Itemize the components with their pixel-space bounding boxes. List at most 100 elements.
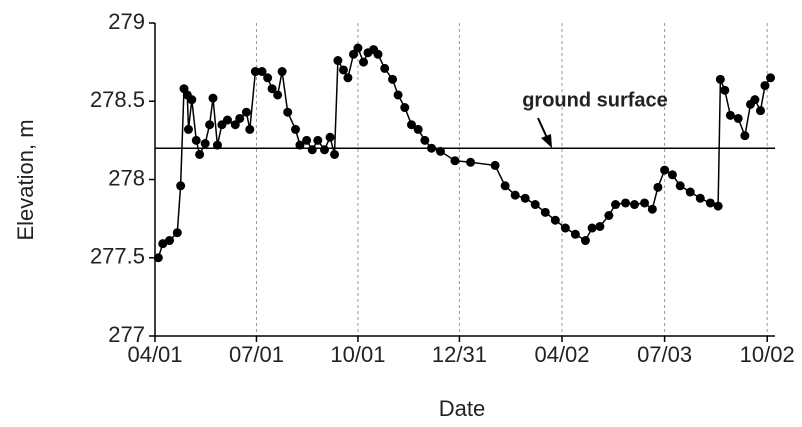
y-tick-label: 278.5 bbox=[90, 87, 145, 112]
marker bbox=[302, 135, 312, 145]
marker bbox=[435, 146, 445, 156]
marker bbox=[330, 149, 340, 159]
marker bbox=[550, 215, 560, 225]
marker bbox=[222, 115, 232, 125]
marker bbox=[667, 170, 677, 180]
annotation-arrowhead bbox=[541, 134, 552, 148]
marker bbox=[205, 120, 215, 130]
marker bbox=[235, 113, 245, 123]
marker bbox=[705, 198, 715, 208]
marker bbox=[183, 124, 193, 134]
marker bbox=[740, 131, 750, 141]
marker bbox=[500, 181, 510, 191]
marker bbox=[406, 120, 416, 130]
marker bbox=[413, 124, 423, 134]
marker bbox=[520, 193, 530, 203]
marker bbox=[241, 107, 251, 117]
marker bbox=[580, 236, 590, 246]
marker bbox=[273, 90, 283, 100]
marker bbox=[212, 140, 222, 150]
marker bbox=[725, 110, 735, 120]
marker bbox=[267, 84, 277, 94]
marker bbox=[291, 124, 301, 134]
marker bbox=[647, 204, 657, 214]
marker bbox=[333, 56, 343, 66]
marker bbox=[530, 200, 540, 210]
x-tick-label: 10/01 bbox=[330, 342, 385, 367]
marker bbox=[283, 107, 293, 117]
marker bbox=[172, 228, 182, 238]
marker bbox=[640, 198, 650, 208]
marker bbox=[427, 143, 437, 153]
marker bbox=[466, 157, 476, 167]
marker bbox=[325, 132, 335, 142]
marker bbox=[380, 63, 390, 73]
marker bbox=[263, 73, 273, 83]
y-tick-label: 278 bbox=[108, 165, 145, 190]
marker bbox=[756, 106, 766, 116]
y-tick-label: 277 bbox=[108, 322, 145, 347]
marker bbox=[629, 200, 639, 210]
marker bbox=[257, 67, 267, 77]
marker bbox=[420, 135, 430, 145]
marker bbox=[400, 103, 410, 113]
marker bbox=[560, 223, 570, 233]
annotation: ground surface bbox=[522, 89, 668, 111]
marker bbox=[570, 229, 580, 239]
marker bbox=[653, 182, 663, 192]
marker bbox=[388, 74, 398, 84]
marker bbox=[176, 181, 186, 191]
y-tick-label: 279 bbox=[108, 9, 145, 34]
marker bbox=[510, 190, 520, 200]
marker bbox=[230, 120, 240, 130]
marker bbox=[250, 67, 260, 77]
marker bbox=[319, 145, 329, 155]
marker bbox=[675, 181, 685, 191]
x-tick-label: 04/01 bbox=[127, 342, 182, 367]
marker bbox=[587, 223, 597, 233]
marker bbox=[353, 43, 363, 53]
marker bbox=[158, 239, 168, 249]
marker bbox=[685, 187, 695, 197]
x-axis-title: Date bbox=[439, 396, 485, 421]
marker bbox=[338, 65, 348, 75]
marker bbox=[373, 49, 383, 59]
marker bbox=[245, 124, 255, 134]
marker bbox=[359, 57, 369, 67]
marker bbox=[621, 198, 631, 208]
marker bbox=[490, 160, 500, 170]
marker bbox=[313, 135, 323, 145]
marker bbox=[187, 95, 197, 105]
marker bbox=[715, 74, 725, 84]
x-tick-label: 12/31 bbox=[432, 342, 487, 367]
marker bbox=[164, 236, 174, 246]
marker bbox=[191, 135, 201, 145]
marker bbox=[604, 210, 614, 220]
marker bbox=[695, 193, 705, 203]
marker bbox=[195, 149, 205, 159]
marker bbox=[277, 67, 287, 77]
marker bbox=[450, 156, 460, 166]
marker bbox=[750, 95, 760, 105]
marker bbox=[153, 253, 163, 263]
marker bbox=[720, 85, 730, 95]
marker bbox=[766, 73, 776, 83]
x-tick-label: 07/03 bbox=[637, 342, 692, 367]
marker bbox=[660, 165, 670, 175]
marker bbox=[595, 221, 605, 231]
marker bbox=[393, 90, 403, 100]
marker bbox=[540, 207, 550, 217]
y-axis-title: Elevation, m bbox=[13, 119, 38, 240]
marker bbox=[348, 49, 358, 59]
marker bbox=[611, 200, 621, 210]
x-tick-label: 07/01 bbox=[229, 342, 284, 367]
marker bbox=[733, 113, 743, 123]
x-tick-label: 04/02 bbox=[534, 342, 589, 367]
marker bbox=[713, 201, 723, 211]
marker bbox=[760, 81, 770, 91]
marker bbox=[343, 73, 353, 83]
y-tick-label: 277.5 bbox=[90, 244, 145, 269]
series-line bbox=[157, 46, 772, 259]
marker bbox=[208, 93, 218, 103]
